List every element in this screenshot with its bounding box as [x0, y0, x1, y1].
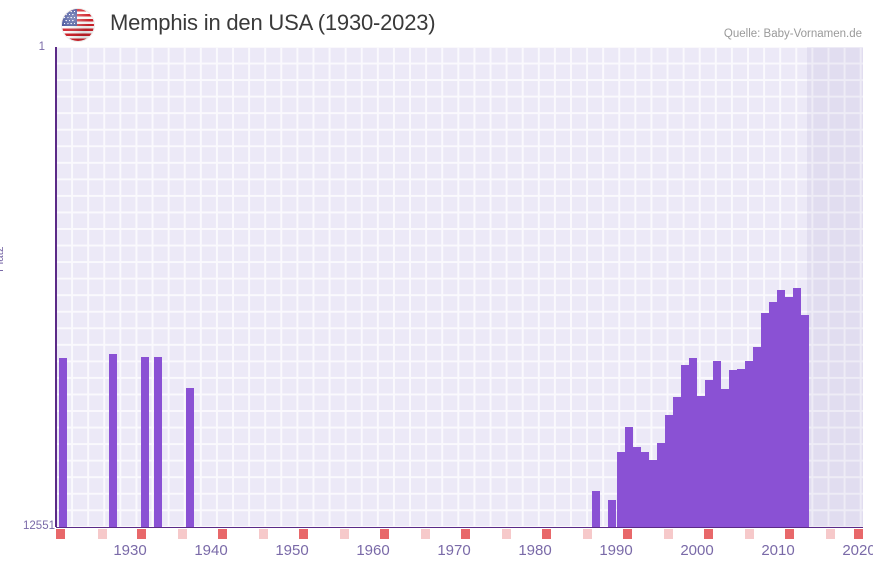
- bar-1999[interactable]: [617, 452, 625, 527]
- bar-2017[interactable]: [761, 313, 769, 527]
- chart-header: Memphis in den USA (1930-2023) Quelle: B…: [0, 0, 873, 47]
- x-tick-label-1980: 1980: [518, 542, 552, 559]
- x-tick-label-1960: 1960: [356, 542, 390, 559]
- x-tick-label-1940: 1940: [194, 542, 228, 559]
- x-tick-label-2010: 2010: [761, 542, 795, 559]
- bar-2012[interactable]: [721, 389, 729, 527]
- flag-stars: [62, 9, 76, 26]
- axis-tick-mark: [299, 529, 308, 539]
- bar-2009[interactable]: [697, 396, 705, 527]
- x-tick-label-1930: 1930: [113, 542, 147, 559]
- axis-tick-mark: [704, 529, 713, 539]
- bar-1935[interactable]: [109, 354, 117, 527]
- bar-2013[interactable]: [729, 370, 737, 527]
- axis-tick-mark: [56, 529, 65, 539]
- x-tick-label-2000: 2000: [680, 542, 714, 559]
- page-title: Memphis in den USA (1930-2023): [110, 10, 436, 35]
- bar-2016[interactable]: [753, 347, 761, 527]
- bar-2015[interactable]: [745, 361, 753, 527]
- axis-tick-mark: [218, 529, 227, 539]
- y-axis-line: [55, 47, 57, 527]
- forecast-shaded-region: [807, 47, 863, 527]
- bar-2002[interactable]: [641, 452, 649, 527]
- bar-2004[interactable]: [657, 443, 665, 527]
- axis-tick-mark: [421, 529, 430, 539]
- bar-2003[interactable]: [649, 460, 657, 527]
- source-attribution: Quelle: Baby-Vornamen.de: [723, 28, 862, 40]
- axis-tick-mark: [854, 529, 863, 539]
- axis-tick-mark: [542, 529, 551, 539]
- bar-2000[interactable]: [625, 427, 633, 527]
- axis-tick-mark: [178, 529, 187, 539]
- axis-tick-mark: [664, 529, 673, 539]
- y-axis-bottom-tick-label: 12551: [23, 520, 55, 532]
- axis-tick-mark: [745, 529, 754, 539]
- y-axis-title: Platz: [0, 246, 6, 272]
- x-axis-line: [56, 526, 863, 528]
- axis-tick-mark: [380, 529, 389, 539]
- flag-canton: [62, 9, 77, 27]
- axis-tick-mark: [98, 529, 107, 539]
- bar-1944[interactable]: [186, 388, 194, 527]
- bar-2006[interactable]: [673, 397, 681, 527]
- bar-2011[interactable]: [713, 361, 721, 527]
- bar-2007[interactable]: [681, 365, 689, 527]
- x-tick-label-1970: 1970: [437, 542, 471, 559]
- axis-tick-mark: [259, 529, 268, 539]
- bar-2010[interactable]: [705, 380, 713, 527]
- bar-2001[interactable]: [633, 447, 641, 527]
- axis-tick-mark: [340, 529, 349, 539]
- x-tick-label-2020: 2020: [842, 542, 873, 559]
- axis-tick-mark: [623, 529, 632, 539]
- bar-2020[interactable]: [785, 297, 793, 527]
- bar-1929[interactable]: [59, 358, 67, 527]
- flag-gloss: [62, 9, 94, 41]
- axis-tick-mark: [826, 529, 835, 539]
- bar-2005[interactable]: [665, 415, 673, 527]
- x-tick-label-1950: 1950: [275, 542, 309, 559]
- x-tick-label-1990: 1990: [599, 542, 633, 559]
- bar-1939[interactable]: [141, 357, 149, 527]
- bar-2014[interactable]: [737, 369, 745, 527]
- bar-2008[interactable]: [689, 358, 697, 527]
- bar-2023[interactable]: [798, 315, 806, 527]
- us-flag-icon: [62, 9, 94, 41]
- bar-1940[interactable]: [154, 357, 162, 527]
- axis-tick-mark: [583, 529, 592, 539]
- plot-area: [56, 47, 863, 527]
- bar-2019[interactable]: [777, 290, 785, 527]
- axis-tick-mark: [461, 529, 470, 539]
- bar-1998[interactable]: [608, 500, 616, 527]
- y-axis-top-tick-label: 1: [38, 41, 45, 53]
- axis-tick-mark: [137, 529, 146, 539]
- bar-2018[interactable]: [769, 302, 777, 527]
- bars-layer: [56, 47, 863, 527]
- axis-tick-mark: [785, 529, 794, 539]
- axis-tick-mark: [502, 529, 511, 539]
- bar-1996[interactable]: [592, 491, 600, 527]
- x-axis-tick-band: [56, 529, 863, 539]
- bar-2021[interactable]: [793, 288, 801, 527]
